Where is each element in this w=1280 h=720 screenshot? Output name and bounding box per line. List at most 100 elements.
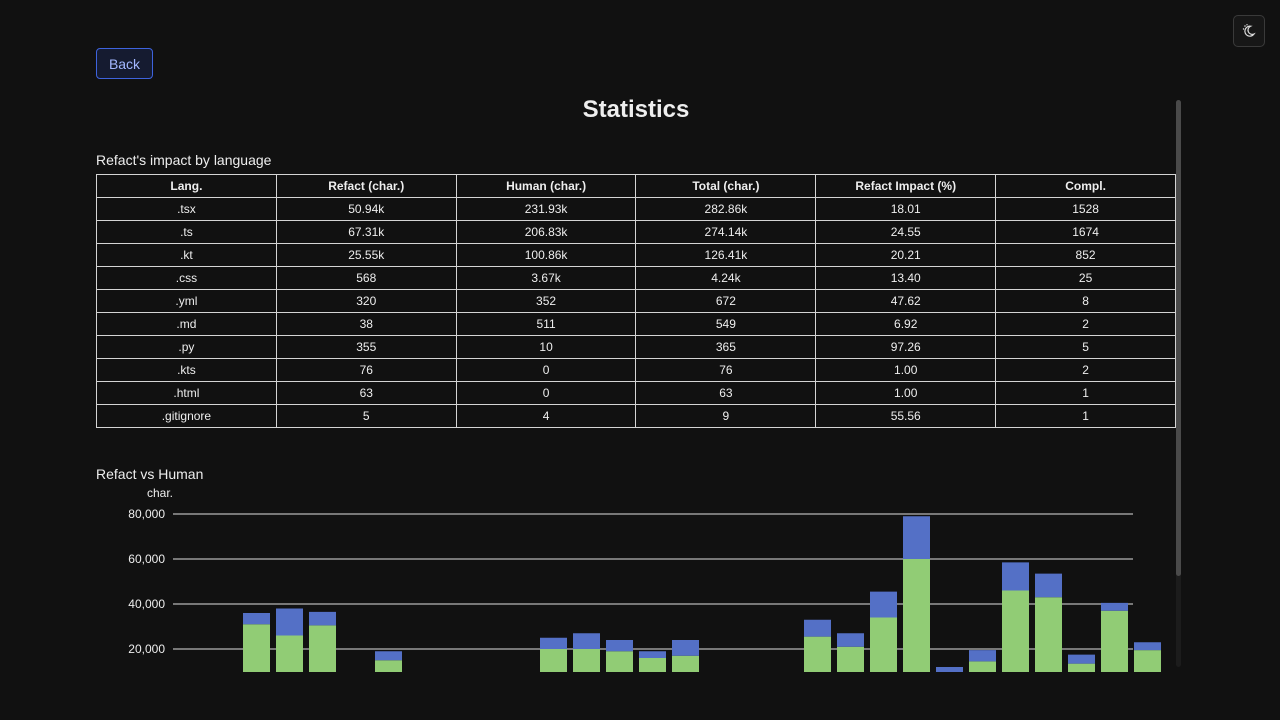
table-row: .md 38 511 549 6.92 2 [96,312,1176,336]
bar-human[interactable] [375,660,402,694]
table-cell: 2 [995,358,1176,382]
table-cell: 38 [275,312,457,336]
y-tick-label: 40,000 [128,597,165,611]
table-row: .py 355 10 365 97.26 5 [96,335,1176,359]
table-cell: 355 [275,335,457,359]
table-cell: 24.55 [815,220,997,244]
y-tick-label: 60,000 [128,552,165,566]
table-cell: .tsx [96,197,277,221]
table-cell: 1528 [995,197,1176,221]
bar-refact[interactable] [375,651,402,661]
column-header: Refact (char.) [275,174,457,198]
scrollbar-thumb[interactable] [1176,100,1181,576]
bar-refact[interactable] [1134,642,1161,651]
column-header: Total (char.) [635,174,817,198]
bar-human[interactable] [276,635,303,695]
y-tick-label: 20,000 [128,642,165,656]
table-row: .kt 25.55k 100.86k 126.41k 20.21 852 [96,243,1176,267]
table-cell: 282.86k [635,197,817,221]
table-cell: 9 [635,404,817,428]
bar-human[interactable] [639,658,666,694]
table-cell: 8 [995,289,1176,313]
bar-human[interactable] [870,617,897,695]
bar-refact[interactable] [606,640,633,652]
table-cell: 67.31k [275,220,457,244]
table-row: .ts 67.31k 206.83k 274.14k 24.55 1674 [96,220,1176,244]
table-cell: 25.55k [275,243,457,267]
bar-human[interactable] [1068,663,1095,694]
bar-refact[interactable] [1068,654,1095,664]
bar-human[interactable] [804,636,831,694]
table-row: .gitignore 5 4 9 55.56 1 [96,404,1176,428]
chart-section-title: Refact vs Human [96,466,204,482]
bar-refact[interactable] [573,633,600,649]
table-cell: 4 [455,404,637,428]
table-cell: .html [96,381,277,405]
bar-human[interactable] [1134,650,1161,694]
bar-human[interactable] [903,559,930,694]
table-row: .yml 320 352 672 47.62 8 [96,289,1176,313]
table-row: .kts 76 0 76 1.00 2 [96,358,1176,382]
column-header: Human (char.) [455,174,637,198]
y-tick-label: 80,000 [128,507,165,521]
bar-human[interactable] [672,655,699,694]
table-cell: 320 [275,289,457,313]
bar-refact[interactable] [639,651,666,658]
table-cell: 1674 [995,220,1176,244]
bar-refact[interactable] [309,611,336,626]
bar-refact[interactable] [903,516,930,559]
theme-toggle-icon [1242,24,1256,37]
table-cell: 365 [635,335,817,359]
bar-refact[interactable] [672,640,699,656]
bar-human[interactable] [606,651,633,694]
bar-refact[interactable] [276,608,303,636]
bar-refact[interactable] [870,591,897,618]
bar-human[interactable] [969,661,996,694]
bar-refact[interactable] [1101,602,1128,611]
bar-human[interactable] [1035,597,1062,694]
table-cell: 2 [995,312,1176,336]
table-cell: 549 [635,312,817,336]
table-cell: .gitignore [96,404,277,428]
table-row: .html 63 0 63 1.00 1 [96,381,1176,405]
table-cell: 206.83k [455,220,637,244]
bar-human[interactable] [837,646,864,694]
bar-refact[interactable] [243,613,270,625]
bar-refact[interactable] [1035,573,1062,598]
bars-group [243,516,1161,695]
table-cell: 63 [275,381,457,405]
table-cell: 97.26 [815,335,997,359]
table-header-row: Lang. Refact (char.) Human (char.) Total… [96,174,1176,198]
back-button[interactable]: Back [96,48,153,79]
table-cell: .kt [96,243,277,267]
column-header: Compl. [995,174,1176,198]
bar-human[interactable] [573,649,600,694]
table-cell: 5 [275,404,457,428]
table-cell: .kts [96,358,277,382]
table-cell: .md [96,312,277,336]
bar-refact[interactable] [969,650,996,662]
table-row: .tsx 50.94k 231.93k 282.86k 18.01 1528 [96,197,1176,221]
page-title: Statistics [582,96,690,123]
table-cell: 231.93k [455,197,637,221]
bar-refact[interactable] [837,633,864,647]
table-cell: 511 [455,312,637,336]
y-axis-label: char. [147,486,173,500]
table-cell: 55.56 [815,404,997,428]
bar-refact[interactable] [936,667,963,694]
bar-human[interactable] [243,624,270,694]
table-cell: .css [96,266,277,290]
bar-refact[interactable] [804,619,831,637]
language-impact-table: Lang. Refact (char.) Human (char.) Total… [96,174,1176,428]
bar-human[interactable] [1002,590,1029,695]
bar-refact[interactable] [1002,562,1029,591]
bar-human[interactable] [309,625,336,694]
table-cell: .py [96,335,277,359]
theme-toggle-button[interactable] [1233,15,1265,47]
table-cell: 1 [995,404,1176,428]
bar-human[interactable] [540,649,567,694]
bar-human[interactable] [1101,610,1128,694]
table-cell: 10 [455,335,637,359]
bar-refact[interactable] [540,637,567,649]
